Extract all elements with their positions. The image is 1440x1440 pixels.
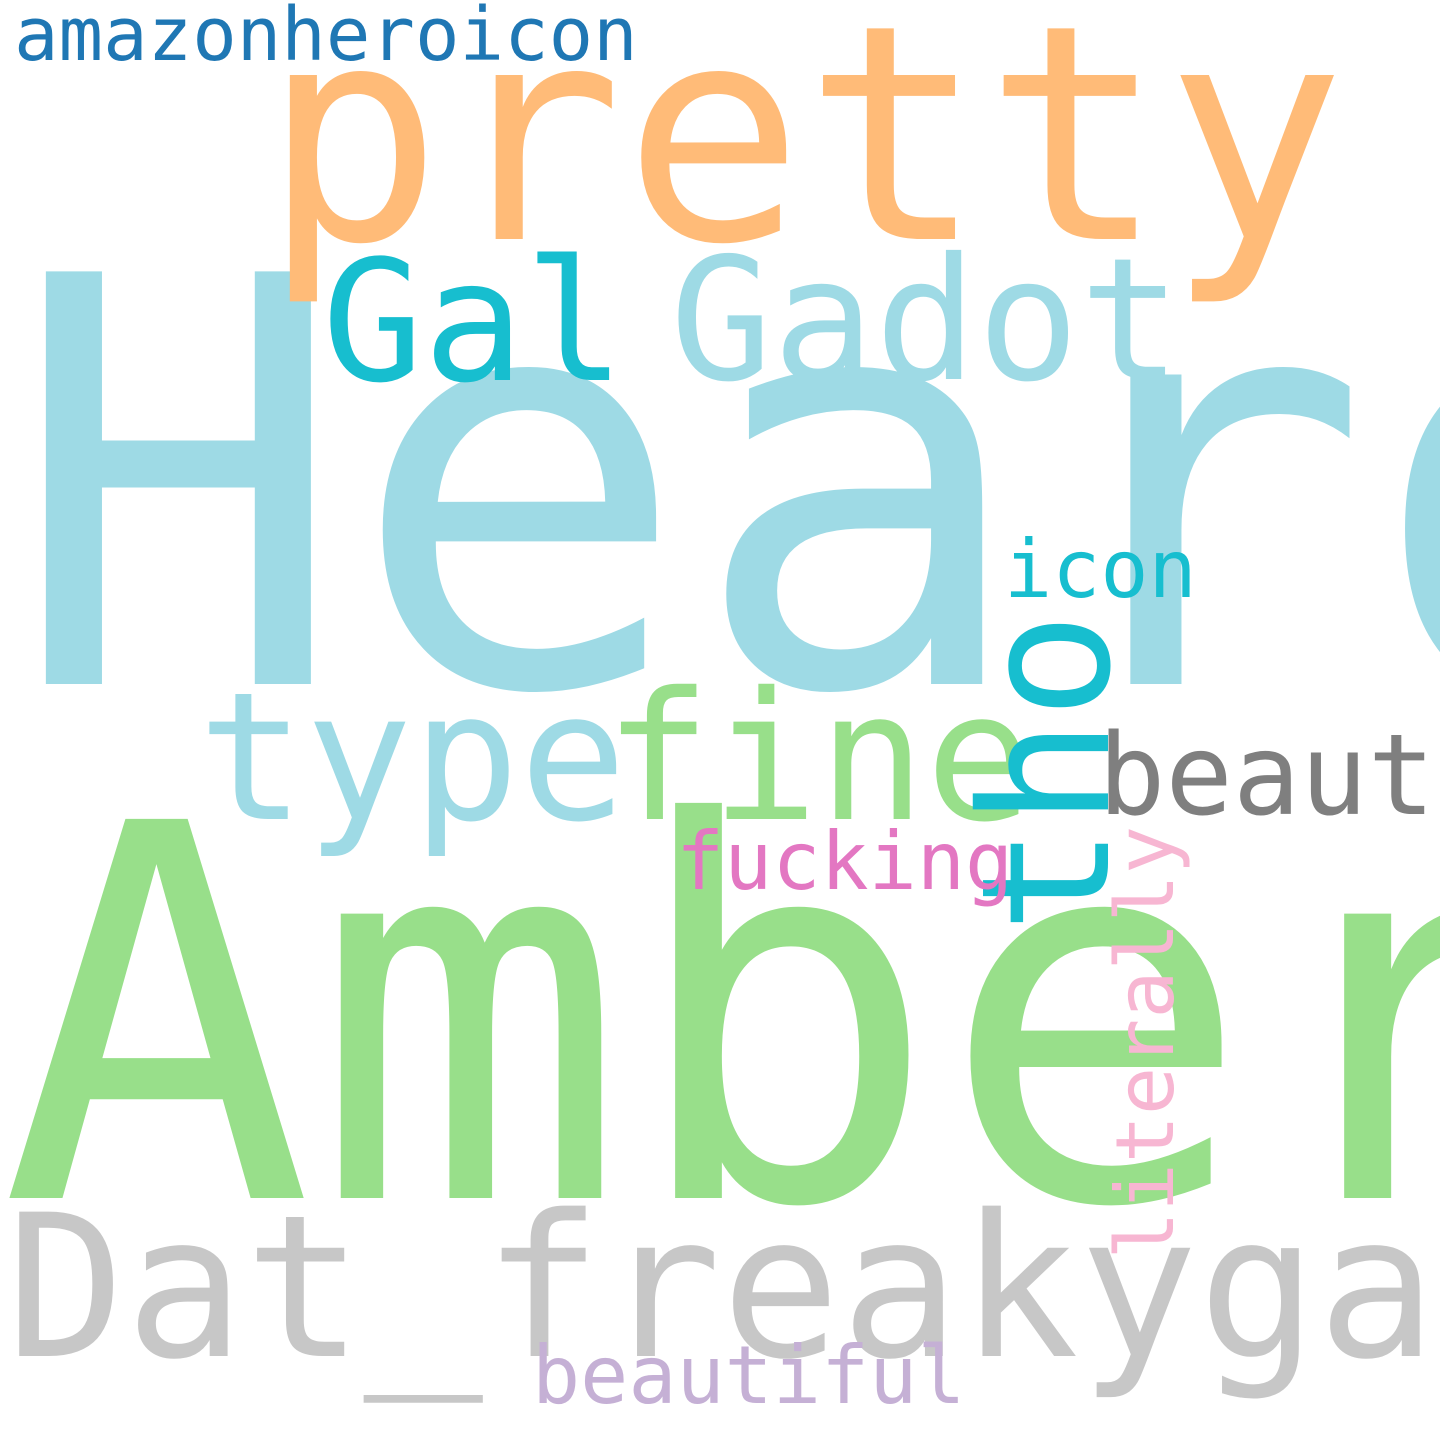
word-icon: icon — [1004, 523, 1197, 616]
word-gal: Gal — [322, 224, 626, 420]
word-beautiful: beautiful — [532, 1329, 966, 1422]
word-beauty: beauty — [1098, 711, 1440, 841]
word-dat-freakygarl: Dat_freakygarl — [6, 1172, 1440, 1403]
word-type: type — [198, 654, 627, 861]
word-fine: fine — [604, 654, 1033, 861]
word-pretty: pretty — [262, 0, 1346, 310]
word-heard: Heard — [8, 160, 1440, 818]
word-gadot: Gadot — [670, 222, 1182, 420]
word-fucking: fucking — [676, 815, 1014, 908]
word-literally: literally — [1099, 826, 1192, 1260]
word-amazonheroicon: amazonheroicon — [14, 0, 638, 78]
word-amber: Amber — [0, 715, 1440, 1321]
